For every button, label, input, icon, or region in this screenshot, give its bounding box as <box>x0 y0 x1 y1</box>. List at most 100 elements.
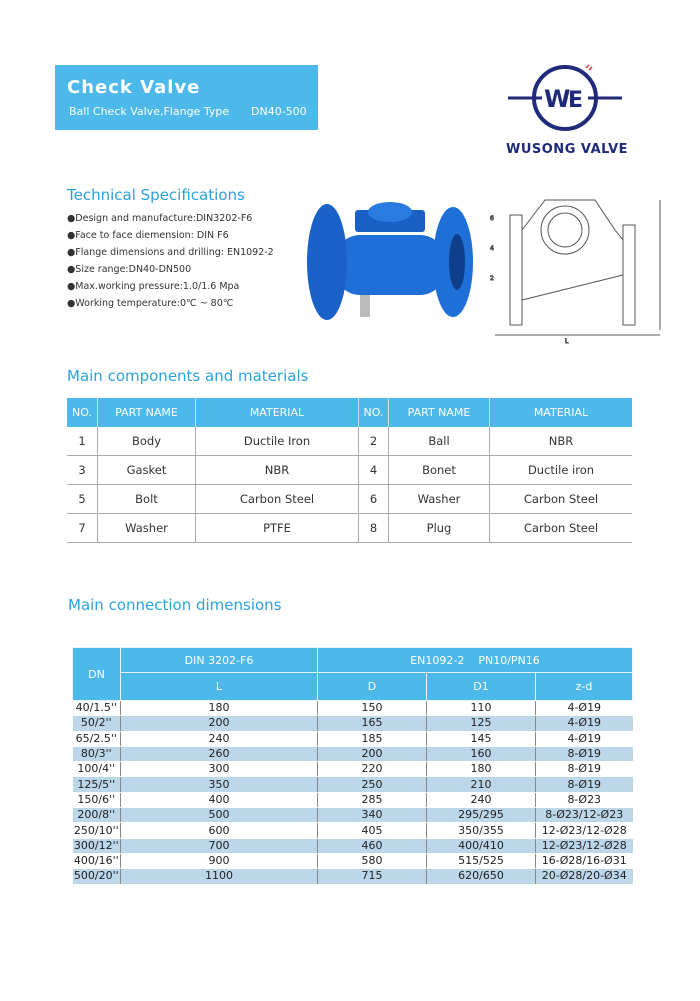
table-cell: 20-Ø28/20-Ø34 <box>535 868 633 885</box>
table-cell: 350/355 <box>426 822 536 839</box>
table-cell: 180 <box>120 700 318 717</box>
table-cell: 1 <box>67 427 98 456</box>
table-cell: 185 <box>317 731 427 747</box>
table-cell: 405 <box>317 822 427 839</box>
table-cell: 8-Ø19 <box>535 746 633 763</box>
table-cell: Body <box>97 427 196 456</box>
table-cell: 40/1.5'' <box>72 700 121 717</box>
table-cell: 180 <box>426 761 536 778</box>
table-row: 40/1.5'' 180 150 110 4-Ø19 <box>72 700 633 717</box>
table-row: 250/10'' 600 405 350/355 12-Ø23/12-Ø28 <box>72 822 633 839</box>
table-cell: NBR <box>195 455 359 485</box>
table-cell: 4-Ø19 <box>535 731 633 747</box>
col-header-dn: DN <box>72 647 121 701</box>
svg-text:E: E <box>568 88 583 113</box>
subtitle: Ball Check Valve,Flange Type <box>69 105 230 118</box>
col-header-l: L <box>120 672 318 701</box>
table-cell: Gasket <box>97 455 196 485</box>
table-row: 3 Gasket NBR 4 Bonet Ductile iron <box>67 455 632 485</box>
table-cell: 1100 <box>120 868 318 885</box>
table-cell: 3 <box>67 455 98 485</box>
table-cell: 100/4'' <box>72 761 121 778</box>
table-cell: 340 <box>317 807 427 824</box>
logo-text: WUSONG VALVE <box>506 142 629 157</box>
table-cell: 2 <box>358 427 389 456</box>
table-cell: 160 <box>426 746 536 763</box>
table-cell: 515/525 <box>426 853 536 870</box>
table-cell: 240 <box>426 792 536 809</box>
table-row: 400/16'' 900 580 515/525 16-Ø28/16-Ø31 <box>72 853 633 870</box>
dimensions-title: Main connection dimensions <box>68 596 282 614</box>
table-cell: 8-Ø19 <box>535 761 633 778</box>
dimensions-table: DN DIN 3202-F6 EN1092-2 PN10/PN16 L D D1… <box>72 647 633 885</box>
table-cell: Washer <box>97 513 196 543</box>
table-cell: 50/2'' <box>72 715 121 732</box>
table-cell: 8-Ø23/12-Ø23 <box>535 807 633 824</box>
table-cell: 460 <box>317 838 427 854</box>
table-cell: Ductile Iron <box>195 427 359 456</box>
table-cell: 500 <box>120 807 318 824</box>
table-cell: 8-Ø19 <box>535 776 633 793</box>
table-cell: NBR <box>489 427 632 456</box>
table-row: 80/3'' 260 200 160 8-Ø19 <box>72 746 633 763</box>
table-cell: Ductile iron <box>489 455 632 485</box>
table-cell: 200 <box>120 715 318 732</box>
col-header: NO. <box>358 398 389 427</box>
table-cell: 16-Ø28/16-Ø31 <box>535 853 633 870</box>
table-cell: 285 <box>317 792 427 809</box>
table-cell: Plug <box>388 513 490 543</box>
table-cell: 125 <box>426 715 536 732</box>
table-cell: 260 <box>120 746 318 763</box>
table-cell: 150/6'' <box>72 792 121 809</box>
valve-photo <box>307 202 473 320</box>
table-cell: Bonet <box>388 455 490 485</box>
table-cell: 620/650 <box>426 868 536 885</box>
table-cell: 125/5'' <box>72 776 121 793</box>
table-cell: 65/2.5'' <box>72 731 121 747</box>
svg-text:4: 4 <box>490 245 494 252</box>
table-cell: Bolt <box>97 484 196 514</box>
table-cell: 12-Ø23/12-Ø28 <box>535 838 633 854</box>
table-cell: 12-Ø23/12-Ø28 <box>535 822 633 839</box>
table-cell: 150 <box>317 700 427 717</box>
table-cell: 400 <box>120 792 318 809</box>
col-header-d: D <box>317 672 427 701</box>
table-row: 500/20'' 1100 715 620/650 20-Ø28/20-Ø34 <box>72 868 633 885</box>
svg-text:L: L <box>565 338 569 345</box>
table-cell: 210 <box>426 776 536 793</box>
table-cell: 6 <box>358 484 389 514</box>
table-cell: 715 <box>317 868 427 885</box>
components-title: Main components and materials <box>67 367 309 385</box>
table-cell: 400/16'' <box>72 853 121 870</box>
table-cell: 300/12'' <box>72 838 121 854</box>
spec-item: ●Design and manufacture:DIN3202-F6 <box>67 213 253 224</box>
table-cell: PTFE <box>195 513 359 543</box>
table-cell: 110 <box>426 700 536 717</box>
table-cell: 250 <box>317 776 427 793</box>
table-cell: 8 <box>358 513 389 543</box>
table-cell: 400/410 <box>426 838 536 854</box>
col-header: NO. <box>67 398 98 427</box>
table-cell: 250/10'' <box>72 822 121 839</box>
table-cell: 145 <box>426 731 536 747</box>
table-cell: 7 <box>67 513 98 543</box>
wusong-logo-icon: W E <box>508 64 622 131</box>
table-row: 65/2.5'' 240 185 145 4-Ø19 <box>72 731 633 747</box>
col-header: PART NAME <box>388 398 490 427</box>
table-cell: Carbon Steel <box>195 484 359 514</box>
table-cell: 900 <box>120 853 318 870</box>
table-cell: 350 <box>120 776 318 793</box>
title-banner: Check Valve Ball Check Valve,Flange Type… <box>55 65 318 130</box>
table-row: 100/4'' 300 220 180 8-Ø19 <box>72 761 633 778</box>
table-cell: 4-Ø19 <box>535 700 633 717</box>
col-header-en: EN1092-2 PN10/PN16 <box>317 647 633 673</box>
table-cell: 200 <box>317 746 427 763</box>
specs-title: Technical Specifications <box>67 186 245 204</box>
table-row: 200/8'' 500 340 295/295 8-Ø23/12-Ø23 <box>72 807 633 824</box>
col-header: MATERIAL <box>195 398 359 427</box>
logo: W E WUSONG VALVE <box>500 60 630 160</box>
table-cell: 240 <box>120 731 318 747</box>
table-cell: Washer <box>388 484 490 514</box>
page-title: Check Valve <box>67 77 201 98</box>
